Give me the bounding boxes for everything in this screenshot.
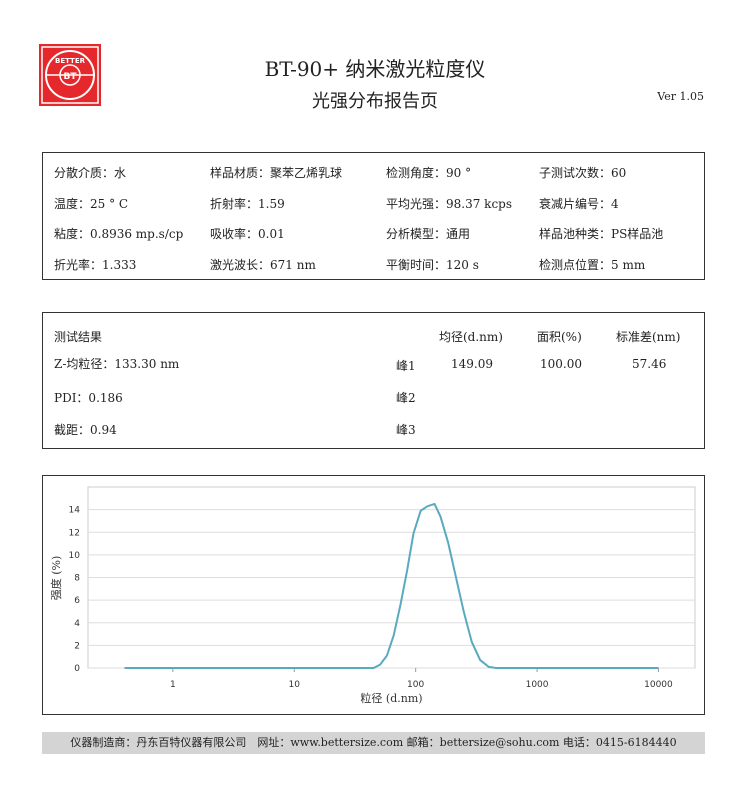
- company-logo: BT BETTER: [39, 44, 101, 106]
- x-tick-label: 100: [407, 680, 424, 690]
- y-axis-label: 强度 (%): [49, 556, 63, 601]
- y-tick-label: 0: [74, 664, 80, 674]
- x-tick-label: 1: [170, 680, 176, 690]
- test-results-panel: 测试结果 Z-均粒径：133.30 nm PDI：0.186 截距：0.94 均…: [42, 312, 705, 449]
- peak-label: 峰2: [396, 391, 416, 405]
- info-field: 检测角度：90 °: [386, 166, 472, 180]
- report-subtitle: 光强分布报告页: [312, 91, 438, 112]
- peak-mean: 149.09: [451, 357, 493, 371]
- info-field: 激光波长：671 nm: [210, 258, 316, 272]
- x-tick-label: 10000: [644, 680, 673, 690]
- y-tick-label: 8: [74, 574, 80, 584]
- info-field: 衰减片编号：4: [539, 197, 619, 211]
- header-mean: 均径(d.nm): [439, 330, 503, 344]
- y-tick-label: 10: [69, 551, 81, 561]
- header-sd: 标准差(nm): [616, 330, 681, 344]
- info-field: 折光率：1.333: [54, 258, 137, 272]
- x-tick-label: 1000: [526, 680, 549, 690]
- info-field: 样品池种类：PS样品池: [539, 227, 664, 241]
- y-tick-label: 14: [69, 506, 81, 516]
- results-title: 测试结果: [54, 330, 103, 344]
- peak-label: 峰3: [396, 423, 416, 437]
- y-tick-label: 6: [74, 596, 80, 606]
- svg-text:BT: BT: [64, 72, 78, 82]
- y-tick-label: 12: [69, 528, 80, 538]
- info-field: 平均光强：98.37 kcps: [386, 197, 513, 211]
- x-axis-label: 粒径 (d.nm): [360, 691, 422, 705]
- info-field: 分析模型：通用: [386, 227, 471, 241]
- footer-contact: 仪器制造商：丹东百特仪器有限公司 网址：www.bettersize.com 邮…: [42, 732, 705, 754]
- z-average: Z-均粒径：133.30 nm: [54, 357, 180, 371]
- peak-sd: 57.46: [632, 357, 667, 371]
- y-tick-label: 4: [74, 619, 80, 629]
- info-field: 子测试次数：60: [539, 166, 627, 180]
- svg-text:BETTER: BETTER: [55, 57, 86, 65]
- info-field: 样品材质：聚苯乙烯乳球: [210, 166, 343, 180]
- info-field: 温度：25 ° C: [54, 197, 129, 211]
- version-label: Ver 1.05: [657, 90, 704, 103]
- info-field: 平衡时间：120 s: [386, 258, 479, 272]
- measurement-info-panel: 分散介质：水 样品材质：聚苯乙烯乳球 检测角度：90 ° 子测试次数：60 温度：25 …: [42, 152, 705, 280]
- report-title: BT-90+ 纳米激光粒度仪: [264, 57, 486, 81]
- y-tick-label: 2: [74, 641, 80, 651]
- info-field: 吸收率：0.01: [210, 227, 285, 241]
- info-field: 检测点位置：5 mm: [539, 258, 646, 272]
- intensity-chart-panel: 0 2 4 6 8 10 12 14 1 10 100 1000 10000 粒径 (d.nm) 强度 (%…: [42, 475, 705, 715]
- peak-label: 峰1: [396, 359, 416, 373]
- info-field: 粘度：0.8936 mp.s/cp: [54, 227, 184, 241]
- info-field: 折射率：1.59: [210, 197, 285, 211]
- pdi: PDI：0.186: [54, 391, 123, 405]
- intercept: 截距：0.94: [54, 423, 117, 437]
- peak-area: 100.00: [540, 357, 582, 371]
- info-field: 分散介质：水: [54, 166, 127, 180]
- x-tick-label: 10: [289, 680, 301, 690]
- header-area: 面积(%): [537, 330, 582, 344]
